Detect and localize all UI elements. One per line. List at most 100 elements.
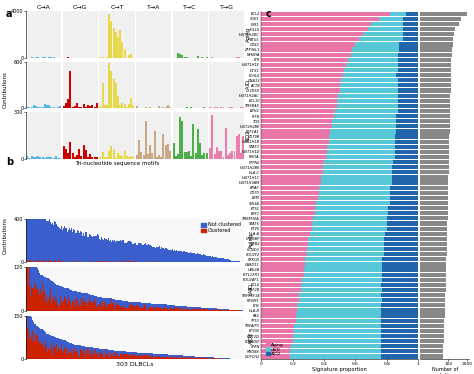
Bar <box>199 357 200 359</box>
Bar <box>155 248 156 262</box>
Bar <box>301 283 381 287</box>
Bar <box>98 305 99 311</box>
Bar <box>145 261 146 262</box>
Bar <box>28 157 30 159</box>
Bar <box>218 151 220 159</box>
Bar <box>27 267 28 311</box>
Bar <box>129 356 130 359</box>
Bar <box>134 352 135 359</box>
Bar <box>43 217 44 262</box>
Bar <box>261 196 318 200</box>
Bar <box>65 102 67 108</box>
Bar <box>34 261 35 311</box>
Bar <box>59 106 61 108</box>
Bar <box>299 293 381 297</box>
Bar <box>121 241 122 262</box>
Bar <box>145 305 146 311</box>
Bar <box>70 141 71 159</box>
Bar <box>205 309 206 311</box>
Bar <box>215 358 216 359</box>
Bar <box>104 298 105 311</box>
Bar <box>261 22 371 26</box>
Bar <box>137 305 138 311</box>
Bar <box>169 250 170 262</box>
Bar <box>0 129 449 134</box>
Title: T→G: T→G <box>220 5 234 10</box>
Bar <box>204 308 205 311</box>
Bar <box>118 356 119 359</box>
Bar <box>153 247 154 262</box>
Bar <box>32 330 33 359</box>
Bar <box>186 252 187 262</box>
Bar <box>140 308 141 311</box>
Bar <box>60 229 61 262</box>
Bar <box>310 232 385 236</box>
Bar <box>205 357 206 359</box>
Bar <box>57 107 59 108</box>
Bar <box>53 158 55 159</box>
Bar <box>395 155 418 159</box>
Bar <box>242 137 244 159</box>
Bar <box>185 252 186 262</box>
Bar <box>140 355 141 359</box>
Bar <box>261 293 299 297</box>
Bar <box>261 303 298 307</box>
Bar <box>64 340 65 359</box>
Bar <box>47 278 48 311</box>
Bar <box>393 160 418 164</box>
Bar <box>0 273 446 277</box>
Bar <box>234 151 236 159</box>
Bar <box>135 356 136 359</box>
Text: Contributions: Contributions <box>3 217 8 254</box>
Bar <box>198 358 199 359</box>
Bar <box>0 119 450 123</box>
Bar <box>31 156 33 159</box>
Bar <box>104 357 105 359</box>
Bar <box>97 261 98 262</box>
Bar <box>71 289 72 311</box>
Bar <box>315 211 388 215</box>
Bar <box>208 310 209 311</box>
Bar <box>188 253 189 262</box>
Bar <box>70 343 71 359</box>
Bar <box>85 150 87 159</box>
Bar <box>390 186 418 190</box>
Bar <box>186 306 187 311</box>
Bar <box>113 261 114 262</box>
Bar <box>114 300 115 311</box>
Bar <box>313 216 387 221</box>
Bar <box>58 348 59 359</box>
Bar <box>111 305 112 311</box>
Bar <box>54 341 55 359</box>
Bar <box>149 107 151 108</box>
Legend: Not clustered, Clustered: Not clustered, Clustered <box>200 221 242 234</box>
Bar <box>217 309 218 311</box>
Bar <box>186 57 188 58</box>
Bar <box>74 306 75 311</box>
Bar <box>111 239 112 262</box>
Bar <box>156 354 157 359</box>
Bar <box>180 355 181 359</box>
Bar <box>206 153 208 159</box>
Bar <box>149 145 151 159</box>
Bar <box>43 344 44 359</box>
Bar <box>27 228 28 311</box>
Bar <box>96 157 98 159</box>
Bar <box>61 261 62 262</box>
Bar <box>81 298 82 311</box>
Bar <box>98 349 99 359</box>
Bar <box>155 354 156 359</box>
X-axis label: Number of
mutations: Number of mutations <box>432 367 458 374</box>
Bar <box>148 303 149 311</box>
Bar <box>321 181 392 185</box>
Bar <box>49 349 50 359</box>
Bar <box>177 355 178 359</box>
Bar <box>94 236 95 262</box>
Bar <box>203 153 205 159</box>
Bar <box>146 353 147 359</box>
Bar <box>60 286 61 311</box>
Bar <box>219 309 220 311</box>
Bar <box>152 304 153 311</box>
Bar <box>182 310 183 311</box>
Bar <box>84 349 85 359</box>
